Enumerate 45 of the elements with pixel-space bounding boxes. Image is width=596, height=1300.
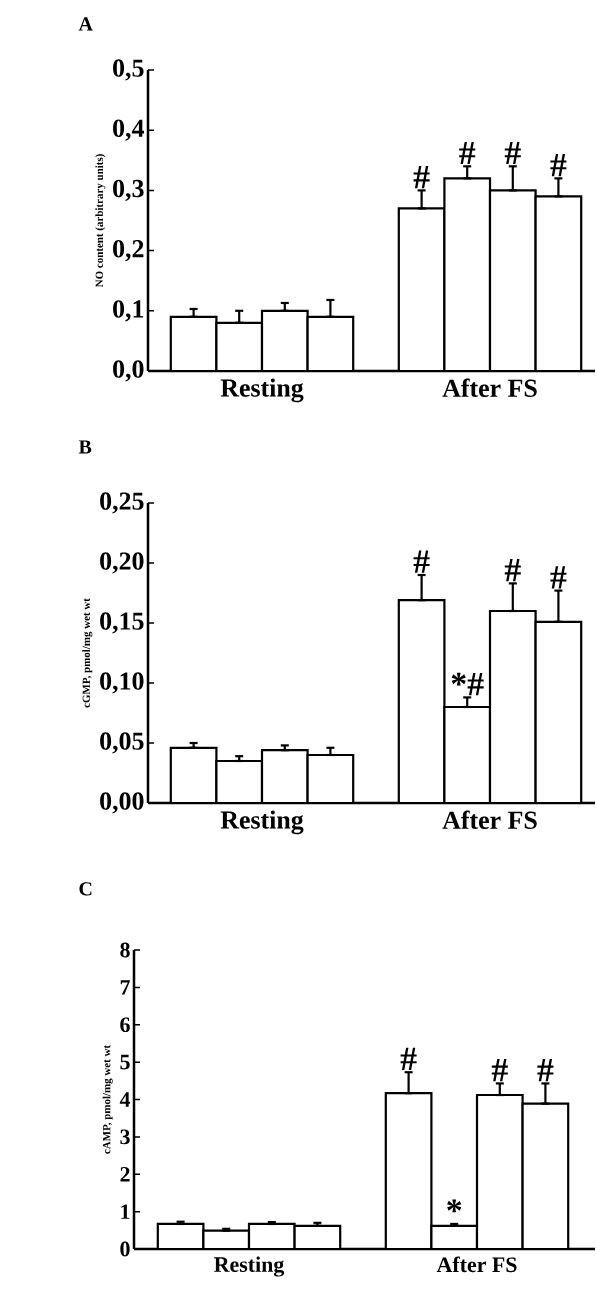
- y-tick-label: 8: [120, 942, 130, 958]
- data-label: #: [413, 550, 430, 573]
- x-tick-label: Resting: [220, 378, 304, 403]
- data-label: #: [491, 1059, 508, 1082]
- y-tick-label: 0,05: [100, 732, 144, 754]
- chart-title: A: [78, 17, 93, 31]
- y-tick-label: 2: [120, 1166, 130, 1182]
- data-label: #: [400, 1047, 417, 1071]
- y-tick-label: 0,5: [112, 59, 144, 81]
- data-label: #: [537, 1059, 554, 1082]
- y-axis-title: NO content (arbitrary units): [95, 154, 106, 288]
- data-label: #: [504, 141, 521, 165]
- x-tick-label: After FS: [442, 378, 537, 397]
- y-tick-label: 0,0: [112, 360, 144, 382]
- y-tick-label: 3: [120, 1129, 130, 1145]
- data-label: *: [447, 1199, 462, 1213]
- y-tick-label: 1: [121, 1204, 130, 1219]
- y-tick-label: 0,15: [100, 612, 144, 634]
- y-tick-label: 0,2: [112, 239, 144, 262]
- chart-title: B: [78, 440, 92, 454]
- y-tick-label: 4: [119, 1092, 130, 1107]
- data-label: #: [550, 153, 567, 177]
- y-tick-label: 7: [120, 980, 130, 995]
- y-axis-title: cAMP, pmol/mg wet wt: [102, 1044, 113, 1154]
- chart-title: C: [79, 882, 92, 896]
- x-tick-label: After FS: [442, 810, 537, 829]
- y-tick-label: 6: [120, 1017, 130, 1033]
- y-tick-label: 0,00: [100, 792, 144, 814]
- y-axis-title: cGMP, pmol/mg wet wt: [82, 598, 93, 708]
- x-tick-label: Resting: [220, 810, 304, 835]
- x-tick-label: After FS: [436, 1256, 517, 1273]
- data-label: *#: [451, 672, 484, 696]
- data-label: #: [459, 141, 476, 165]
- data-label: #: [504, 559, 521, 582]
- x-tick-label: Resting: [213, 1256, 284, 1277]
- y-tick-label: 0,3: [112, 179, 144, 202]
- y-tick-label: 0: [120, 1241, 130, 1257]
- y-tick-label: 5: [120, 1054, 130, 1070]
- y-tick-label: 0,20: [100, 552, 144, 574]
- data-label: #: [413, 166, 430, 189]
- data-label: #: [550, 566, 567, 589]
- y-tick-label: 0,10: [100, 672, 144, 694]
- y-tick-label: 0,1: [112, 300, 144, 322]
- y-tick-label: 0,4: [112, 119, 144, 141]
- y-tick-label: 0,25: [100, 492, 144, 514]
